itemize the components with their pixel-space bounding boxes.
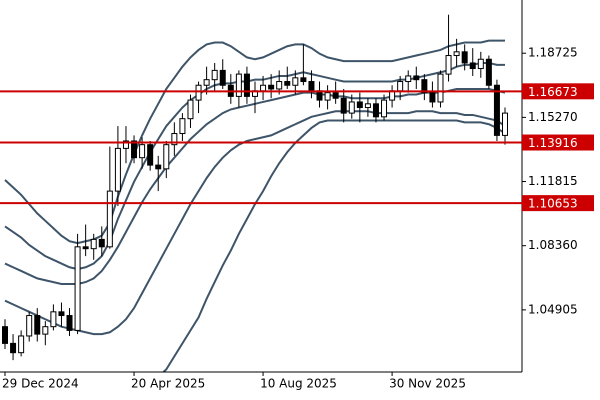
y-tick-label: 1.11815 <box>528 174 578 188</box>
candle-body <box>300 77 307 83</box>
candle-body <box>268 84 275 90</box>
y-tick-label: 1.08360 <box>528 238 578 252</box>
candle-body <box>469 62 476 70</box>
candle-body <box>292 77 299 86</box>
y-tick-label: 1.04905 <box>528 302 578 316</box>
x-tick-label: 30 Nov 2025 <box>389 377 466 391</box>
candle-body <box>203 79 210 86</box>
candle-body <box>98 238 105 248</box>
candle-body <box>493 84 500 136</box>
candle-body <box>90 238 97 250</box>
candle-body <box>260 84 267 92</box>
candle-body <box>372 103 379 118</box>
candle-body <box>114 147 121 192</box>
candle-body <box>179 118 186 135</box>
candle-body <box>332 92 339 99</box>
band-line <box>4 61 505 271</box>
y-tick-label: 1.18725 <box>528 46 578 60</box>
level-label-box <box>522 134 594 151</box>
candle-body <box>26 315 33 337</box>
candle-body <box>235 73 242 97</box>
candle-body <box>82 246 89 250</box>
candle-body <box>429 92 436 103</box>
candle-body <box>356 101 363 109</box>
candle-body <box>34 315 41 335</box>
candle-body <box>348 101 355 114</box>
candle-body <box>2 326 8 344</box>
candle-body <box>42 326 49 335</box>
candle-body <box>147 144 154 166</box>
candle-body <box>10 342 17 354</box>
band-line <box>4 39 505 245</box>
candle-body <box>405 75 412 83</box>
candle-body <box>18 335 25 354</box>
candle-body <box>308 81 315 92</box>
candle-body <box>477 58 484 70</box>
candle-body <box>139 144 146 159</box>
candle-body <box>421 79 428 94</box>
candle-body <box>413 75 420 81</box>
candle-body <box>187 99 194 120</box>
candle-body <box>340 97 347 114</box>
band-line <box>4 110 506 336</box>
candle-body <box>195 84 202 101</box>
candle-body <box>453 51 460 57</box>
candle-body <box>50 311 57 328</box>
candle-body <box>74 246 81 331</box>
candle-body <box>502 112 508 136</box>
candle-body <box>364 103 371 109</box>
y-tick-label: 1.15270 <box>528 110 578 124</box>
candle-body <box>397 81 404 92</box>
candle-body <box>66 315 73 331</box>
candle-body <box>155 164 162 170</box>
candle-body <box>461 51 468 64</box>
candle-body <box>171 133 178 146</box>
candle-body <box>276 81 283 90</box>
candle-body <box>58 311 65 317</box>
candle-body <box>163 144 170 170</box>
candle-body <box>219 69 226 86</box>
candle-body <box>445 55 452 75</box>
candle-body <box>131 140 138 159</box>
candle-body <box>437 73 444 103</box>
candle-body <box>122 140 129 149</box>
level-label-box <box>522 83 594 100</box>
x-tick-label: 10 Aug 2025 <box>260 377 337 391</box>
level-label: 1.16673 <box>528 85 578 99</box>
level-label: 1.13916 <box>528 136 578 150</box>
candle-body <box>324 92 331 101</box>
candle-body <box>243 73 250 97</box>
x-tick-label: 20 Apr 2025 <box>131 377 205 391</box>
x-tick-label: 29 Dec 2024 <box>2 377 79 391</box>
candle-body <box>381 99 388 118</box>
candle-body <box>106 190 113 248</box>
candle-body <box>485 58 492 86</box>
level-label: 1.10653 <box>528 197 578 211</box>
candle-body <box>211 69 218 81</box>
level-label-box <box>522 195 594 212</box>
candle-body <box>284 81 291 86</box>
